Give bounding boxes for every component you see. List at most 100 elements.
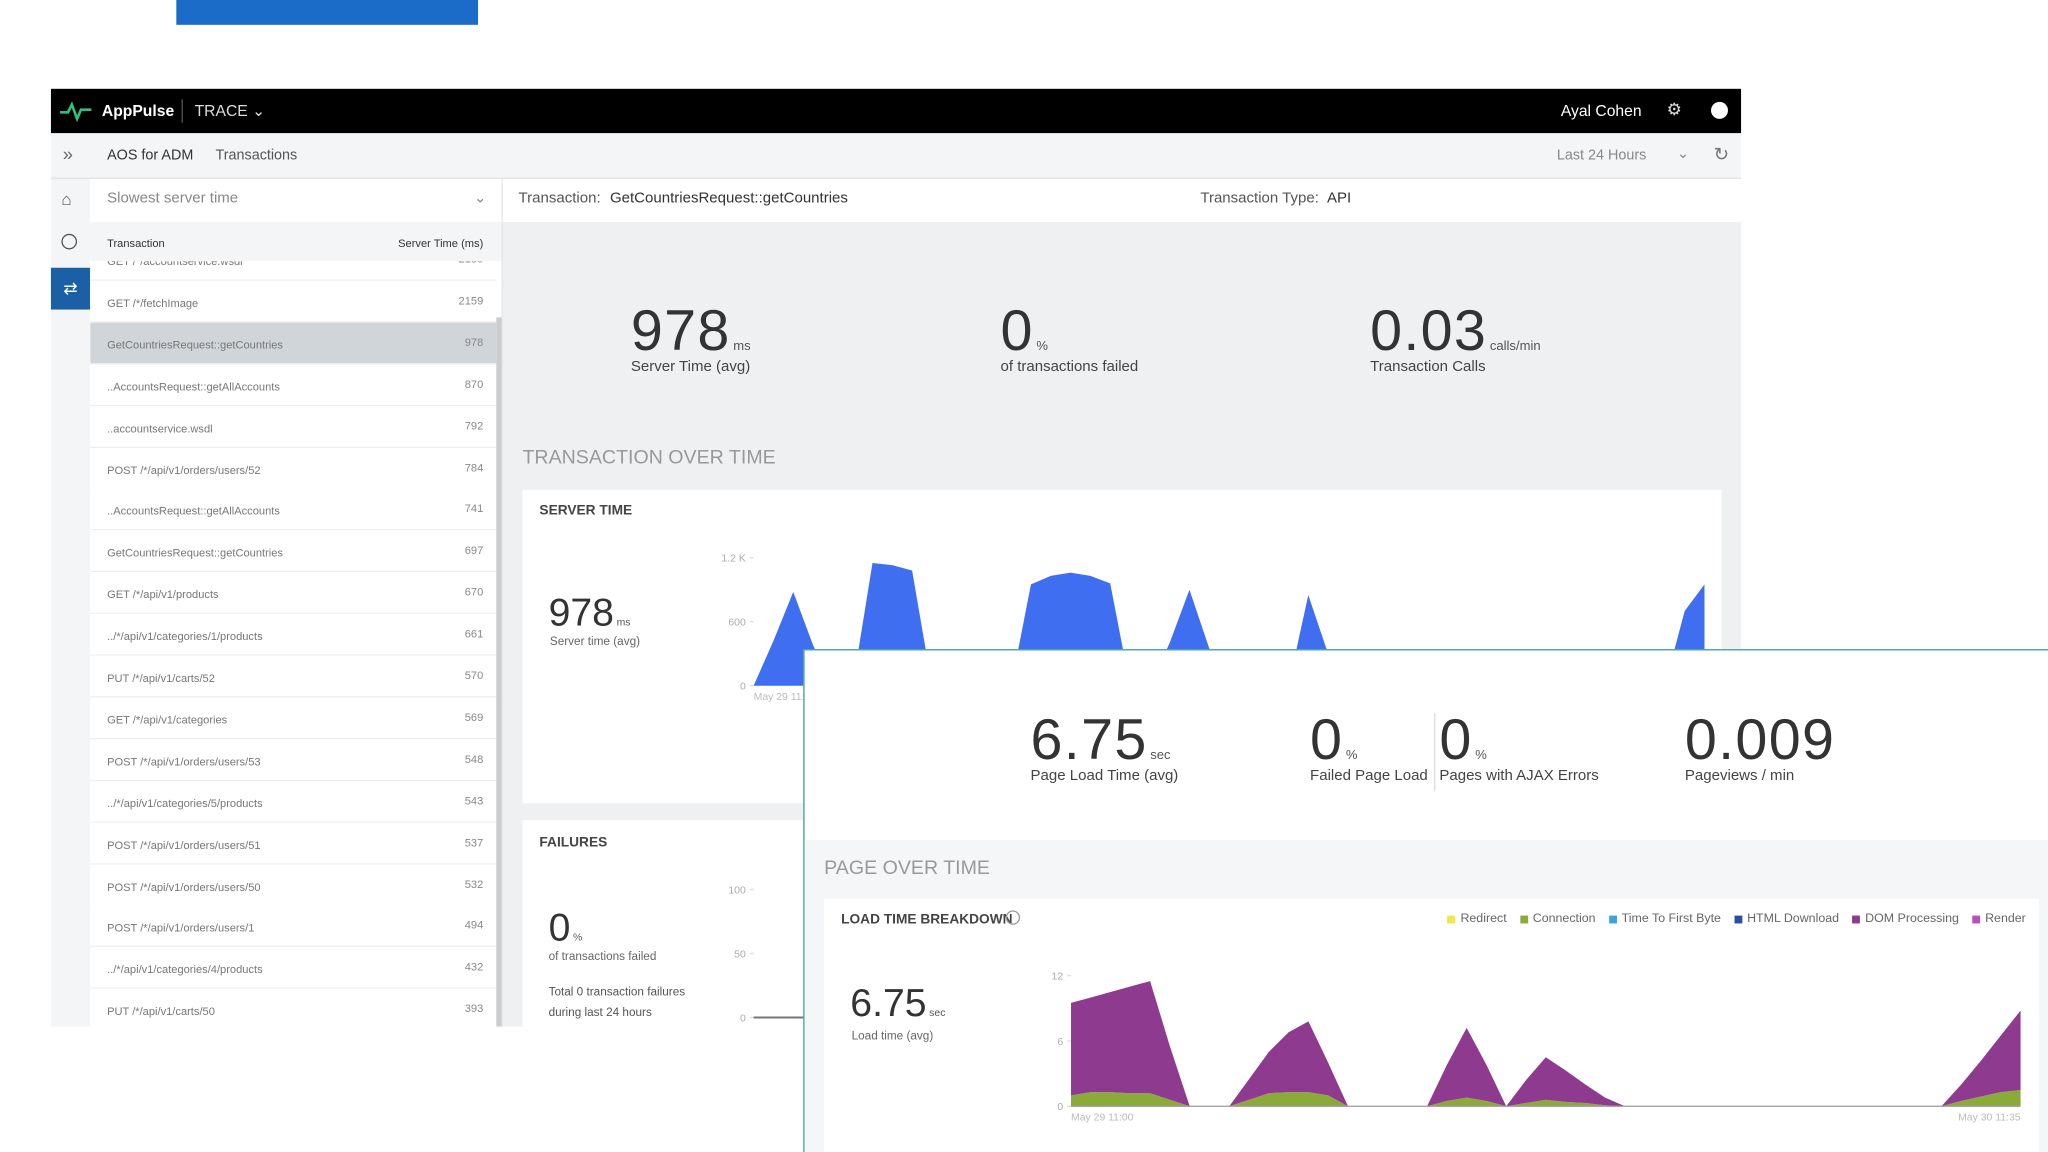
kpi-unit: sec [929, 1007, 946, 1019]
breadcrumb-app[interactable]: AOS for ADM [107, 147, 194, 164]
table-row[interactable]: ..accountservice.wsdl 792 [90, 405, 497, 448]
row-name: GET /*/api/v1/products [107, 587, 219, 602]
table-row[interactable]: GET /*/api/v1/products 670 [90, 572, 497, 615]
table-row[interactable]: GET /*/api/v1/categories 569 [90, 697, 497, 740]
kpi-line: 6.75 sec [1031, 708, 1179, 773]
refresh-icon[interactable]: ↻ [1713, 143, 1729, 165]
table-row[interactable]: PUT /*/api/v1/carts/52 570 [90, 655, 497, 698]
panel-title: SERVER TIME [539, 502, 633, 519]
table-row[interactable]: POST /*/api/v1/orders/users/50 532 [90, 863, 497, 906]
settings-icon[interactable]: ⚙ [1666, 99, 1682, 119]
kpi: 6.75 sec Page Load Time (avg) [1031, 708, 1179, 784]
stacked-area [1071, 1089, 2021, 1107]
panel-kpi: 978 ms [549, 592, 631, 636]
table-row[interactable]: GET /*/fetchImage 2159 [90, 280, 497, 323]
table-body: GET /*/accountservice.wsdl 2189 GET /*/fet… [90, 261, 497, 1027]
sort-dropdown[interactable]: Slowest server time [107, 190, 239, 207]
kpi-line: 0% [1439, 708, 1598, 773]
legend-item: Render [1972, 912, 2026, 926]
row-value: 2189 [459, 261, 484, 265]
kpi-value: 978 [548, 591, 614, 635]
table-row[interactable]: GetCountriesRequest::getCountries 697 [90, 530, 497, 573]
panel-kpi: 6.75 sec [850, 982, 945, 1026]
row-value: 697 [464, 543, 484, 557]
row-value: 870 [464, 377, 484, 391]
legend-item: DOM Processing [1852, 912, 1959, 926]
time-range[interactable]: Last 24 Hours [1556, 147, 1647, 164]
row-value: 661 [464, 627, 484, 641]
panel-title: FAILURES [539, 834, 608, 851]
row-name: PUT /*/api/v1/carts/50 [107, 1004, 215, 1018]
row-value: 670 [464, 585, 484, 599]
y-tick-label: 0 [1057, 1102, 1063, 1113]
breakdown-panel: LOAD TIME BREAKDOWN Redirect Connection Ti… [824, 898, 2039, 1152]
header-bar: AppPulse TRACE ⌄ Ayal Cohen ⚙ [50, 88, 1742, 134]
scrollbar[interactable] [496, 317, 502, 1027]
top-banner [176, 0, 479, 25]
kpi-unit: ms [616, 616, 631, 629]
time-range-chevron[interactable]: ⌄ [1677, 146, 1690, 162]
row-name: POST /*/api/v1/orders/users/52 [107, 463, 261, 477]
row-name: ../*/api/v1/categories/1/products [107, 629, 263, 643]
help-icon[interactable] [1711, 101, 1728, 119]
logo-icon [60, 101, 92, 122]
table-row[interactable]: ..AccountsRequest::getAllAccounts 741 [90, 488, 497, 531]
kpi-label: of transactions failed [1000, 359, 1139, 375]
legend-label: Redirect [1460, 911, 1507, 927]
legend-label: Time To First Byte [1621, 911, 1721, 927]
info-icon[interactable] [1005, 910, 1021, 925]
row-name: GetCountriesRequest::getCountries [107, 546, 283, 560]
kpi-unit: % [1345, 748, 1358, 763]
table-row[interactable]: ..AccountsRequest::getAllAccounts 870 [90, 363, 497, 406]
row-value: 2159 [458, 293, 484, 307]
kpi-value: 0 [548, 906, 571, 950]
menu[interactable]: TRACE ⌄ [194, 101, 266, 121]
table-row[interactable]: ../*/api/v1/categories/5/products 543 [90, 780, 497, 823]
legend-label: Connection [1532, 911, 1596, 927]
transactions-icon[interactable]: ⇄ [50, 267, 91, 310]
x-tick-label: May 29 11:00 [754, 692, 817, 703]
legend-label: HTML Download [1747, 911, 1840, 927]
expand-icon[interactable]: » [62, 143, 73, 165]
legend-swatch [1852, 914, 1860, 923]
separator [181, 99, 183, 123]
breadcrumb-page[interactable]: Transactions [215, 147, 298, 164]
row-value: 569 [464, 710, 484, 724]
sidebar: Slowest server time ⌄ Transaction Server… [90, 178, 503, 1027]
row-value: 792 [464, 418, 484, 432]
panel-title: LOAD TIME BREAKDOWN [841, 911, 1013, 928]
dropdown-chevron[interactable]: ⌄ [474, 190, 487, 207]
table-row[interactable]: GET /*/accountservice.wsdl 2189 [90, 261, 497, 281]
legend-item: Time To First Byte [1608, 911, 1721, 927]
table-row[interactable]: POST /*/api/v1/orders/users/52 784 [90, 447, 497, 490]
globe-icon[interactable] [61, 233, 78, 250]
transaction-bar: Transaction: GetCountriesRequest::getCou… [502, 178, 1742, 223]
table-row[interactable]: POST /*/api/v1/orders/users/53 548 [90, 738, 497, 781]
table-row[interactable]: POST /*/api/v1/orders/users/1 494 [90, 905, 497, 948]
row-value: 494 [464, 918, 484, 932]
kpi-unit: % [1036, 339, 1049, 354]
legend-swatch [1734, 914, 1742, 923]
kpi: 0% of transactions failed [1000, 299, 1138, 375]
kpi: 0.03 calls/min Transaction Calls [1370, 299, 1541, 375]
table-row[interactable]: ../*/api/v1/categories/1/products 661 [90, 613, 497, 656]
y-tick-label: 12 [1052, 972, 1064, 983]
legend-label: Render [1985, 911, 2026, 927]
row-name: POST /*/api/v1/orders/users/53 [107, 754, 261, 768]
type-label: Transaction Type: [1200, 190, 1319, 207]
table-row[interactable]: POST /*/api/v1/orders/users/51 537 [90, 822, 497, 865]
kpi: 0% Failed Page Load [1310, 708, 1428, 784]
breadcrumb-bar: » AOS for ADM Transactions Last 24 Hours… [50, 133, 1742, 179]
table-row[interactable]: GetCountriesRequest::getCountries 978 [90, 322, 497, 365]
home-icon[interactable]: ⌂ [61, 189, 72, 209]
kpi: 0.009 Pageviews / min [1685, 708, 1838, 784]
kpi-separator [1434, 713, 1436, 792]
table-row[interactable]: ../*/api/v1/categories/4/products 432 [90, 947, 497, 990]
y-tick-label: 6 [1057, 1037, 1063, 1048]
x-tick-label: May 29 11:00 [1071, 1113, 1134, 1124]
section-title: TRANSACTION OVER TIME [522, 446, 776, 469]
user-name[interactable]: Ayal Cohen [1560, 101, 1642, 121]
legend-item: Connection [1519, 911, 1596, 927]
table-row[interactable]: PUT /*/api/v1/carts/50 393 [90, 988, 497, 1027]
